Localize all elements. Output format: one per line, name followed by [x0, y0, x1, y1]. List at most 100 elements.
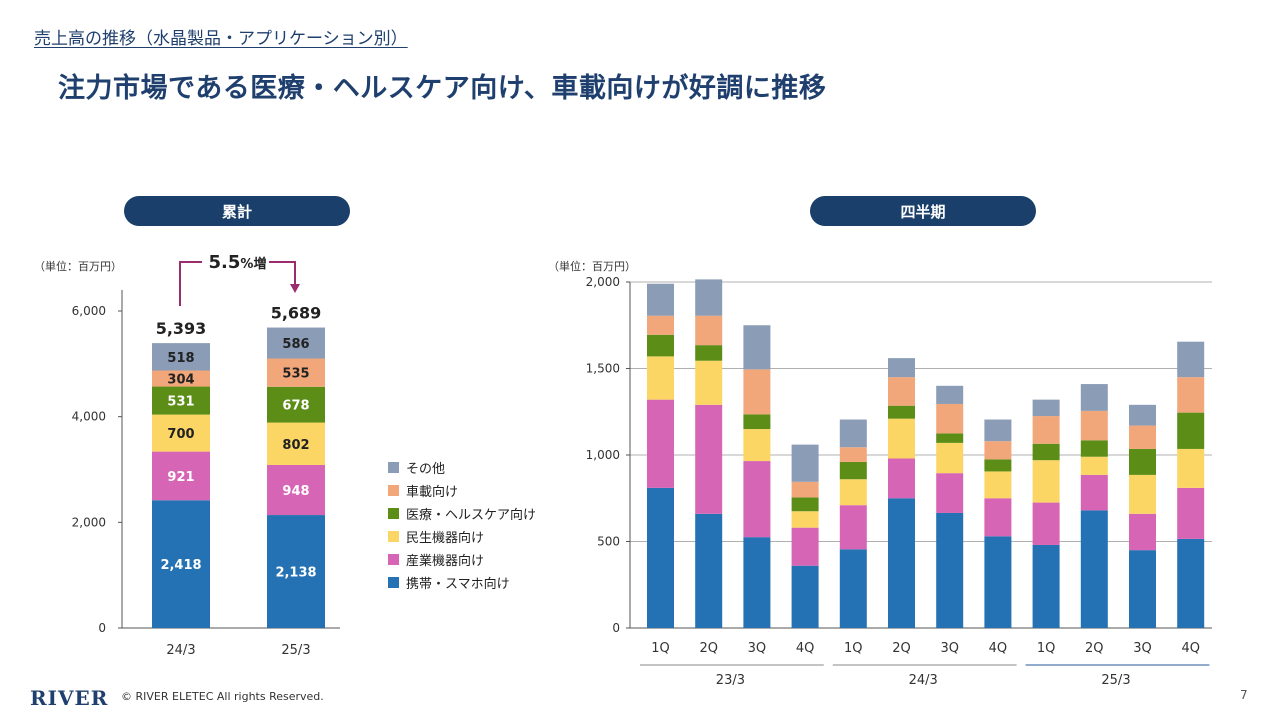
bar-segment	[152, 343, 210, 371]
bar-segment	[647, 487, 674, 628]
legend-swatch	[388, 508, 399, 519]
total-label: 5,393	[156, 319, 207, 338]
bar-segment	[839, 419, 867, 448]
bar-segment	[267, 358, 325, 387]
data-label: 802	[282, 438, 309, 453]
legend-label: 民生機器向け	[406, 531, 485, 546]
data-label: 531	[167, 395, 194, 410]
page-title: 注力市場である医療・ヘルスケア向け、車載向けが好調に推移	[58, 73, 827, 104]
bar-segment	[743, 414, 771, 430]
bar-segment	[1177, 448, 1205, 488]
x-tick-label: 1Q	[651, 641, 670, 656]
legend-swatch	[388, 462, 399, 473]
bar-segment	[647, 334, 674, 357]
legend-label: 携帯・スマホ向け	[406, 577, 510, 592]
x-tick-label: 2Q	[699, 641, 718, 656]
data-label: 586	[282, 337, 309, 352]
x-tick-label: 2Q	[1085, 641, 1104, 656]
legend-label: 産業機器向け	[406, 554, 485, 569]
bar-segment	[743, 537, 771, 628]
river-logo: RIVER	[30, 686, 109, 710]
bar-segment	[888, 377, 915, 406]
bar-segment	[936, 385, 964, 404]
bar-segment	[791, 497, 819, 512]
data-label: 700	[167, 427, 194, 442]
x-tick-label: 4Q	[796, 641, 815, 656]
legend-item: 産業機器向け	[388, 548, 536, 571]
bar-segment	[1080, 440, 1108, 457]
x-tick-label: 2Q	[892, 641, 911, 656]
y-tick-label: 4,000	[72, 410, 106, 424]
breadcrumb: 売上高の推移（水晶製品・アプリケーション別）	[34, 29, 408, 49]
bar-segment	[152, 386, 210, 415]
y-tick-label: 0	[612, 621, 620, 635]
bar-segment	[1129, 404, 1156, 426]
bar-segment	[1080, 384, 1108, 411]
x-tick-label: 1Q	[844, 641, 863, 656]
data-label: 921	[167, 470, 194, 485]
bar-segment	[1129, 513, 1156, 551]
bar-segment	[984, 419, 1012, 442]
bar-segment	[1177, 487, 1205, 539]
bar-segment	[647, 356, 674, 400]
bar-segment	[839, 505, 867, 550]
data-label: 2,418	[160, 558, 201, 573]
bar-segment	[1129, 474, 1156, 514]
y-tick-label: 1,500	[586, 362, 620, 376]
bar-segment	[1129, 425, 1156, 449]
x-tick-label: 3Q	[1133, 641, 1152, 656]
bar-segment	[936, 403, 964, 434]
growth-arrow	[179, 261, 202, 306]
bar-segment	[839, 479, 867, 506]
x-tick-label: 4Q	[989, 641, 1008, 656]
bar-segment	[1080, 510, 1108, 628]
bar-segment	[984, 471, 1012, 499]
bar-segment	[743, 429, 771, 462]
legend-label: 医療・ヘルスケア向け	[406, 508, 537, 523]
y-tick-label: 1,000	[586, 448, 620, 462]
bar-segment	[1129, 550, 1156, 628]
bar-segment	[1032, 416, 1060, 444]
bar-segment	[984, 536, 1012, 628]
legend-item: 医療・ヘルスケア向け	[388, 502, 536, 525]
bar-segment	[267, 327, 325, 359]
y-tick-label: 2,000	[72, 515, 106, 529]
bar-segment	[791, 565, 819, 628]
total-label: 5,689	[271, 304, 322, 323]
cumulative-chart-title: 累計	[124, 196, 350, 226]
bar-segment	[743, 325, 771, 370]
bar-segment	[152, 451, 210, 501]
x-tick-label: 1Q	[1037, 641, 1056, 656]
bar-segment	[1032, 443, 1060, 461]
group-label: 23/3	[716, 673, 745, 688]
bar-segment	[1032, 460, 1060, 503]
bar-segment	[839, 549, 867, 628]
bar-segment	[695, 315, 723, 346]
data-label: 2,138	[275, 566, 316, 581]
legend-swatch	[388, 531, 399, 542]
x-tick-label: 25/3	[281, 643, 310, 658]
bar-segment	[695, 513, 723, 628]
bar-segment	[1080, 456, 1108, 475]
bar-segment	[267, 464, 325, 516]
bar-segment	[936, 442, 964, 474]
y-tick-label: 2,000	[586, 275, 620, 289]
bar-segment	[695, 404, 723, 514]
legend-swatch	[388, 554, 399, 565]
page-number: 7	[1240, 688, 1248, 702]
bar-segment	[1177, 377, 1205, 413]
bar-segment	[791, 444, 819, 482]
bar-segment	[791, 481, 819, 498]
bar-segment	[1177, 538, 1205, 628]
bar-segment	[791, 511, 819, 528]
cumulative-stacked-bar-chart: 0 2,000 4,000 6,000 2,418 921 700 531 304 518 5,39…	[72, 252, 340, 658]
bar-segment	[984, 441, 1012, 460]
data-label: 948	[282, 484, 309, 499]
legend-swatch	[388, 485, 399, 496]
data-label: 678	[282, 399, 309, 414]
bar-segment	[888, 418, 915, 459]
data-label: 518	[167, 351, 194, 366]
x-tick-label: 24/3	[166, 643, 195, 658]
chart-legend: その他 車載向け 医療・ヘルスケア向け 民生機器向け 産業機器向け 携帯・スマホ向け	[388, 456, 536, 594]
bar-segment	[267, 386, 325, 423]
